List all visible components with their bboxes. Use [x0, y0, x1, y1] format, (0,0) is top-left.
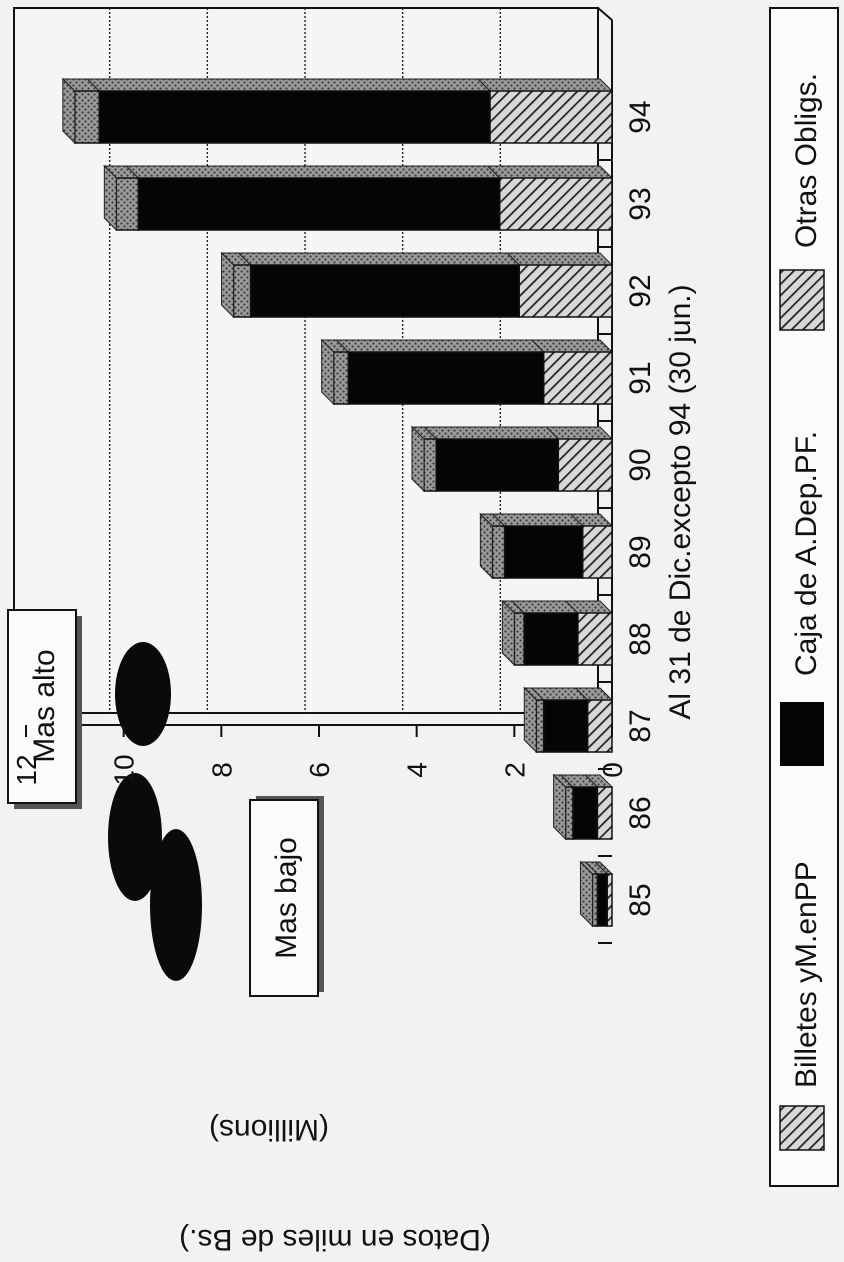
bar-segment — [435, 438, 560, 492]
legend-label-billetes: Billetes yM.enPP — [790, 861, 823, 1088]
bar-segment — [347, 351, 545, 405]
category-tick-label: 94 — [624, 100, 657, 133]
bars — [61, 77, 614, 928]
bar-segment-depth — [86, 78, 492, 92]
category-tick-label: 92 — [624, 274, 657, 307]
bar-cap — [411, 425, 425, 493]
category-tick-label: 85 — [624, 883, 657, 916]
category-tick-label: 90 — [624, 448, 657, 481]
annotation-mas-bajo-text: Mas bajo — [270, 837, 303, 959]
decor-ellipse-3 — [150, 829, 202, 981]
bar-segment-depth — [422, 426, 560, 440]
bar-segment — [591, 873, 599, 927]
bar-segment-depth — [335, 339, 545, 353]
bar-segment — [489, 90, 613, 144]
legend-swatch-billetes — [779, 1105, 825, 1151]
decor-ellipse-2 — [108, 773, 162, 901]
bar-segment — [513, 612, 525, 666]
bar-segment-depth — [486, 165, 614, 179]
bar-segment — [98, 90, 491, 144]
bar-cap — [579, 860, 593, 928]
bar-cap — [479, 512, 493, 580]
bar-segment — [137, 177, 501, 231]
legend-box — [769, 7, 839, 1187]
bar-cap — [221, 251, 235, 319]
bar-segment — [115, 177, 140, 231]
decor-ellipse-1 — [115, 642, 171, 746]
bar-cap — [553, 773, 567, 841]
y-axis-title-units: (Millions) — [209, 1113, 329, 1146]
value-tick-label: 0 — [597, 762, 628, 778]
bar-segment — [523, 612, 579, 666]
category-tick-label: 86 — [624, 796, 657, 829]
bar-segment-depth — [506, 252, 614, 266]
legend-swatch-caja — [780, 702, 824, 766]
legend-label-otras: Otras Obligs. — [790, 73, 823, 248]
bar-segment — [557, 438, 613, 492]
category-ticks: 85 86 87 88 89 90 91 92 93 94 — [598, 100, 657, 944]
bar-segment — [542, 699, 589, 753]
bar-segment-depth — [491, 513, 584, 527]
bar-segment-depth — [530, 339, 614, 353]
bar-segment — [596, 786, 613, 840]
y-axis-title: (Datos en miles de Bs.) — [179, 1223, 491, 1256]
value-tick-label: 12 — [11, 754, 42, 785]
annotation-mas-alto-text: Mas alto — [28, 649, 61, 762]
bar-segment — [535, 699, 545, 753]
bar-cap — [321, 338, 335, 406]
floor-edge-right — [597, 7, 613, 21]
value-ticks: 0 2 4 6 8 10 12 — [11, 725, 628, 786]
bar-segment — [498, 177, 613, 231]
annotation-mas-bajo: Mas bajo — [249, 796, 324, 997]
bar-cap — [523, 686, 537, 754]
value-tick-label: 4 — [402, 762, 433, 778]
value-tick-label: 6 — [304, 762, 335, 778]
value-tick-label: 10 — [109, 754, 140, 785]
bar-cap — [62, 77, 76, 145]
bar-segment — [74, 90, 101, 144]
bar-segment — [232, 264, 252, 318]
bar-segment — [596, 873, 608, 927]
bar-segment — [518, 264, 613, 318]
bar-segment — [581, 525, 613, 579]
bar-segment — [564, 786, 574, 840]
category-tick-label: 91 — [624, 361, 657, 394]
legend-label-caja: Caja de A.Dep.PF. — [790, 431, 823, 676]
x-axis-title: Al 31 de Dic.excepto 94 (30 jun.) — [664, 284, 697, 719]
bar-segment — [503, 525, 584, 579]
legend-swatch-otras — [779, 269, 825, 331]
bar-segment — [332, 351, 350, 405]
bar-segment — [586, 699, 613, 753]
legend: Billetes yM.enPP Caja de A.Dep.PF. Otras… — [769, 7, 839, 1187]
category-tick-label: 87 — [624, 709, 657, 742]
bar-cap — [103, 164, 117, 232]
bar-segment — [572, 786, 599, 840]
bar-cap — [501, 599, 515, 667]
value-tick-label: 2 — [499, 762, 530, 778]
annotation-mas-alto: Mas alto — [7, 609, 82, 809]
bar-segment — [491, 525, 506, 579]
bar-segment — [249, 264, 520, 318]
value-tick-label: 8 — [206, 762, 237, 778]
category-tick-label: 89 — [624, 535, 657, 568]
bar-segment-depth — [476, 78, 614, 92]
bar-segment — [542, 351, 613, 405]
bar-segment-depth — [125, 165, 501, 179]
category-tick-label: 93 — [624, 187, 657, 220]
bar-segment — [577, 612, 613, 666]
bar-segment-depth — [237, 252, 521, 266]
category-tick-label: 88 — [624, 622, 657, 655]
bar-segment — [423, 438, 437, 492]
